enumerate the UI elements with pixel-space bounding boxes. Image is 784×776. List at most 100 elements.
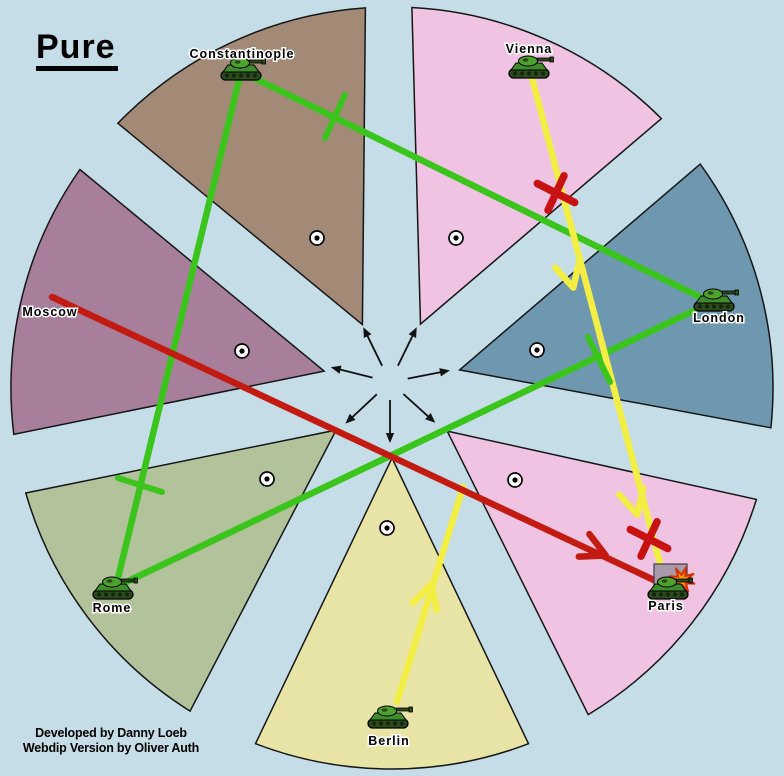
tank-hull: [369, 712, 407, 721]
unit-tank-icon-vienna[interactable]: [508, 55, 554, 79]
unit-tank-icon-berlin[interactable]: [367, 705, 413, 729]
tank-hatch: [106, 579, 113, 583]
tank-wheel: [245, 73, 251, 78]
red-move-moscow-paris-arrowhead-icon-0: [575, 530, 610, 560]
red-move-moscow-paris-line: [48, 293, 660, 585]
credit-line-1: Developed by Danny Loeb: [35, 726, 187, 740]
tank-wheel: [238, 73, 244, 78]
tank-hatch: [661, 579, 668, 583]
supply-center-icon-berlin: [379, 520, 395, 536]
territory-moscow[interactable]: [10, 168, 326, 436]
tank-hull: [695, 295, 733, 304]
tank-wheel: [725, 304, 731, 309]
territory-label-constantinople: Constantinople: [190, 47, 295, 61]
territory-london[interactable]: [457, 163, 774, 429]
tank-turret: [703, 288, 723, 300]
tank-turret: [657, 576, 677, 588]
tank-turret: [230, 57, 250, 69]
tank-wheel: [711, 304, 717, 309]
territory-berlin[interactable]: [254, 456, 530, 770]
yellow-move-vienna-paris-fail-x-icon-0: [533, 172, 579, 214]
tank-muzzle: [549, 56, 554, 63]
green-order-constantinople-rome-line: [113, 72, 244, 586]
tank-muzzle: [261, 58, 266, 65]
center-adjacency-arrows: [330, 327, 450, 443]
supply-center-icon-paris: [507, 472, 523, 488]
fail-x-stroke: [637, 518, 661, 560]
yellow-move-vienna-paris-arrowhead-icon-1: [615, 484, 647, 518]
tank-wheel: [371, 721, 377, 726]
yellow-move-berlin-arrowhead-icon-0: [409, 580, 440, 614]
yellow-move-vienna-paris-arrowhead-icon-0: [551, 257, 583, 291]
tank-wheel: [96, 592, 102, 597]
tank-muzzle: [688, 577, 693, 584]
territory-label-paris: Paris: [648, 599, 684, 613]
center-arrowhead-icon: [385, 433, 395, 443]
tank-wheel: [658, 592, 664, 597]
supply-center-dot: [264, 476, 270, 482]
territory-label-berlin: Berlin: [368, 734, 409, 748]
tank-hatch: [707, 291, 714, 295]
orders-layer: [48, 70, 714, 706]
center-arrowhead-icon: [363, 327, 372, 338]
tank-hatch: [522, 58, 529, 62]
unit-tank-icon-constantinople[interactable]: [220, 57, 266, 81]
unit-tank-icon-paris[interactable]: [647, 576, 693, 600]
fail-x-stroke: [544, 172, 568, 214]
tank-barrel: [536, 57, 552, 62]
tank-barrel: [675, 578, 691, 583]
yellow-move-berlin-line: [393, 483, 467, 706]
tank-wheel: [672, 592, 678, 597]
territory-vienna[interactable]: [411, 6, 663, 326]
territory-label-moscow: Moscow: [22, 305, 77, 319]
tank-wheel: [651, 592, 657, 597]
tank-wheel: [718, 304, 724, 309]
supply-center-dot: [384, 525, 390, 531]
tank-hull: [649, 583, 687, 592]
tank-wheel: [392, 721, 398, 726]
tank-wheel: [103, 592, 109, 597]
center-arrow-shaft: [351, 393, 378, 419]
supply-center-dot: [239, 348, 245, 354]
center-arrowhead-icon: [408, 327, 417, 338]
center-arrow-shaft: [402, 393, 430, 418]
map-title: Pure: [36, 30, 118, 71]
credit-line-2: Webdip Version by Oliver Auth: [22, 741, 200, 755]
center-arrowhead-icon: [439, 368, 450, 377]
tank-hatch: [381, 708, 388, 712]
green-order-constantinople-london-line: [242, 70, 706, 302]
tank-turret: [102, 576, 122, 588]
center-arrowhead-icon: [345, 413, 356, 424]
tank-wheel: [512, 71, 518, 76]
tank-wheel: [124, 592, 130, 597]
tank-wheel: [252, 73, 258, 78]
yellow-move-vienna-paris-fail-x-icon-1: [626, 518, 672, 560]
unit-tank-icon-london[interactable]: [693, 288, 739, 312]
tank-wheel: [704, 304, 710, 309]
tank-wheel: [399, 721, 405, 726]
tank-wheel: [231, 73, 237, 78]
supply-center-dot: [453, 235, 459, 241]
tank-barrel: [721, 290, 737, 295]
green-order-rome-london-line: [116, 299, 714, 589]
center-arrowhead-icon: [330, 365, 342, 374]
tank-hull: [94, 583, 132, 592]
tank-hull: [222, 64, 260, 73]
center-arrow-shaft: [397, 334, 414, 367]
territory-rome[interactable]: [24, 429, 338, 713]
tank-wheel: [540, 71, 546, 76]
supply-center-icon-rome: [259, 471, 275, 487]
territory-constantinople[interactable]: [116, 7, 367, 327]
territory-paris[interactable]: [445, 430, 758, 716]
green-order-rome-london-cut-tick-0: [585, 334, 613, 385]
tank-wheel: [117, 592, 123, 597]
unit-tank-icon-rome[interactable]: [92, 576, 138, 600]
territories-layer: [10, 6, 774, 770]
tank-wheel: [697, 304, 703, 309]
tank-muzzle: [408, 706, 413, 713]
yellow-move-vienna-paris-line: [528, 74, 665, 571]
credits: Developed by Danny Loeb Webdip Version b…: [16, 726, 206, 756]
supply-center-dot: [534, 347, 540, 353]
